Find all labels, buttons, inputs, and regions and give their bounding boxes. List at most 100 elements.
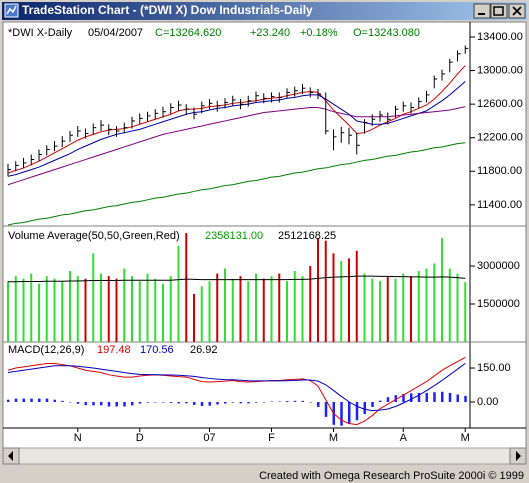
y-tick-label: 150.00 [477,362,511,374]
macd-histogram-bar [262,401,266,403]
volume-bar [38,283,40,342]
macd-histogram-bar [255,401,258,403]
volume-bar [417,271,420,342]
volume-bar [309,266,312,342]
legend-text: Volume Average(50,50,Green,Red) [8,230,180,242]
macd-histogram-bar [363,401,366,414]
macd-histogram-bar [348,401,351,424]
macd-line [7,362,466,412]
volume-bar [154,278,157,342]
macd-histogram-bar [138,401,142,404]
volume-bar [61,281,64,342]
volume-bar [138,281,141,342]
volume-bar [317,238,319,342]
volume-bar [14,276,17,342]
macd-histogram-bar [107,401,111,407]
x-tick-label: M [461,432,470,444]
x-tick-label: N [74,432,82,444]
moving-average [7,106,466,186]
volume-bar [53,278,56,342]
volume-bar [270,276,273,342]
volume-bar [402,273,405,342]
macd-histogram-bar [22,398,25,402]
y-tick-label: 11800.00 [477,165,522,177]
y-tick-label: 1500000 [477,298,520,310]
volume-bar [162,283,164,342]
macd-histogram-bar [61,400,64,402]
legend-text: 197.48 [97,344,131,356]
footer-credit: Created with Omega Research ProSuite 200… [259,470,524,482]
legend-text: +23.240 [250,27,290,39]
volume-bar [146,273,149,342]
app-icon-glyph [6,5,17,15]
macd-histogram-bar [177,401,180,404]
volume-bar [30,273,33,342]
volume-bar [247,281,250,342]
macd-histogram-bar [30,398,33,402]
volume-bar [410,276,412,342]
macd-histogram-bar [231,401,235,403]
volume-bar [69,271,71,342]
volume-bar [456,273,459,342]
volume-bar [45,276,48,342]
volume-bar [371,278,374,342]
volume-bar [348,258,350,342]
volume-bar [7,281,9,342]
legend-text: +0.18% [300,27,338,39]
macd-line [7,356,466,426]
macd-histogram-bar [425,392,428,402]
volume-bar [448,268,451,342]
volume-bar [216,273,219,342]
macd-histogram-bar [301,400,304,402]
macd-histogram-bar [394,395,397,402]
legend-text: 05/04/2007 [88,27,143,39]
x-tick-label: A [400,432,408,444]
macd-histogram-bar [162,401,165,403]
macd-histogram-bar [293,400,297,402]
scroll-right-arrow [516,451,521,461]
macd-histogram-bar [69,401,72,403]
macd-histogram-bar [239,401,242,404]
volume-bar [115,278,118,342]
y-tick-label: 3000000 [477,260,520,272]
macd-histogram-bar [193,401,196,405]
volume-bar [208,281,211,342]
volume-bar [185,233,188,342]
x-tick-label: D [136,432,144,444]
volume-bar [123,268,126,342]
macd-histogram-bar [270,401,273,403]
macd-histogram-bar [38,398,41,402]
volume-bar [107,276,110,342]
volume-bar [76,276,79,342]
macd-histogram-bar [379,400,382,402]
volume-bar [355,250,358,342]
volume-bar [293,271,296,342]
volume-bar [84,278,87,342]
macd-histogram-bar [123,401,126,407]
macd-histogram-bar [456,394,459,402]
volume-bar [262,278,265,342]
scroll-track[interactable] [2,447,527,465]
scrollbar [2,447,527,465]
legend-text: 2512168.25 [278,230,336,242]
minimize-button[interactable] [473,3,491,19]
y-tick-label: 12600.00 [477,98,523,110]
y-tick-label: 11400.00 [477,199,522,211]
legend-text: MACD(12,26,9) [8,344,84,356]
macd-histogram-bar [355,401,359,421]
maximize-glyph [493,6,504,16]
macd-histogram-bar [417,392,421,402]
volume-bar [441,238,443,342]
x-tick-label: M [329,432,338,444]
macd-histogram-bar [324,401,328,417]
y-tick-label: 13000.00 [477,64,523,76]
volume-bar [169,276,172,342]
moving-average [7,142,466,226]
title-bar [2,2,527,20]
volume-bar [464,282,467,342]
volume-bar [286,281,288,342]
window-title: TradeStation Chart - (*DWI X) Dow Indust… [22,3,313,17]
macd-histogram-bar [286,401,289,402]
